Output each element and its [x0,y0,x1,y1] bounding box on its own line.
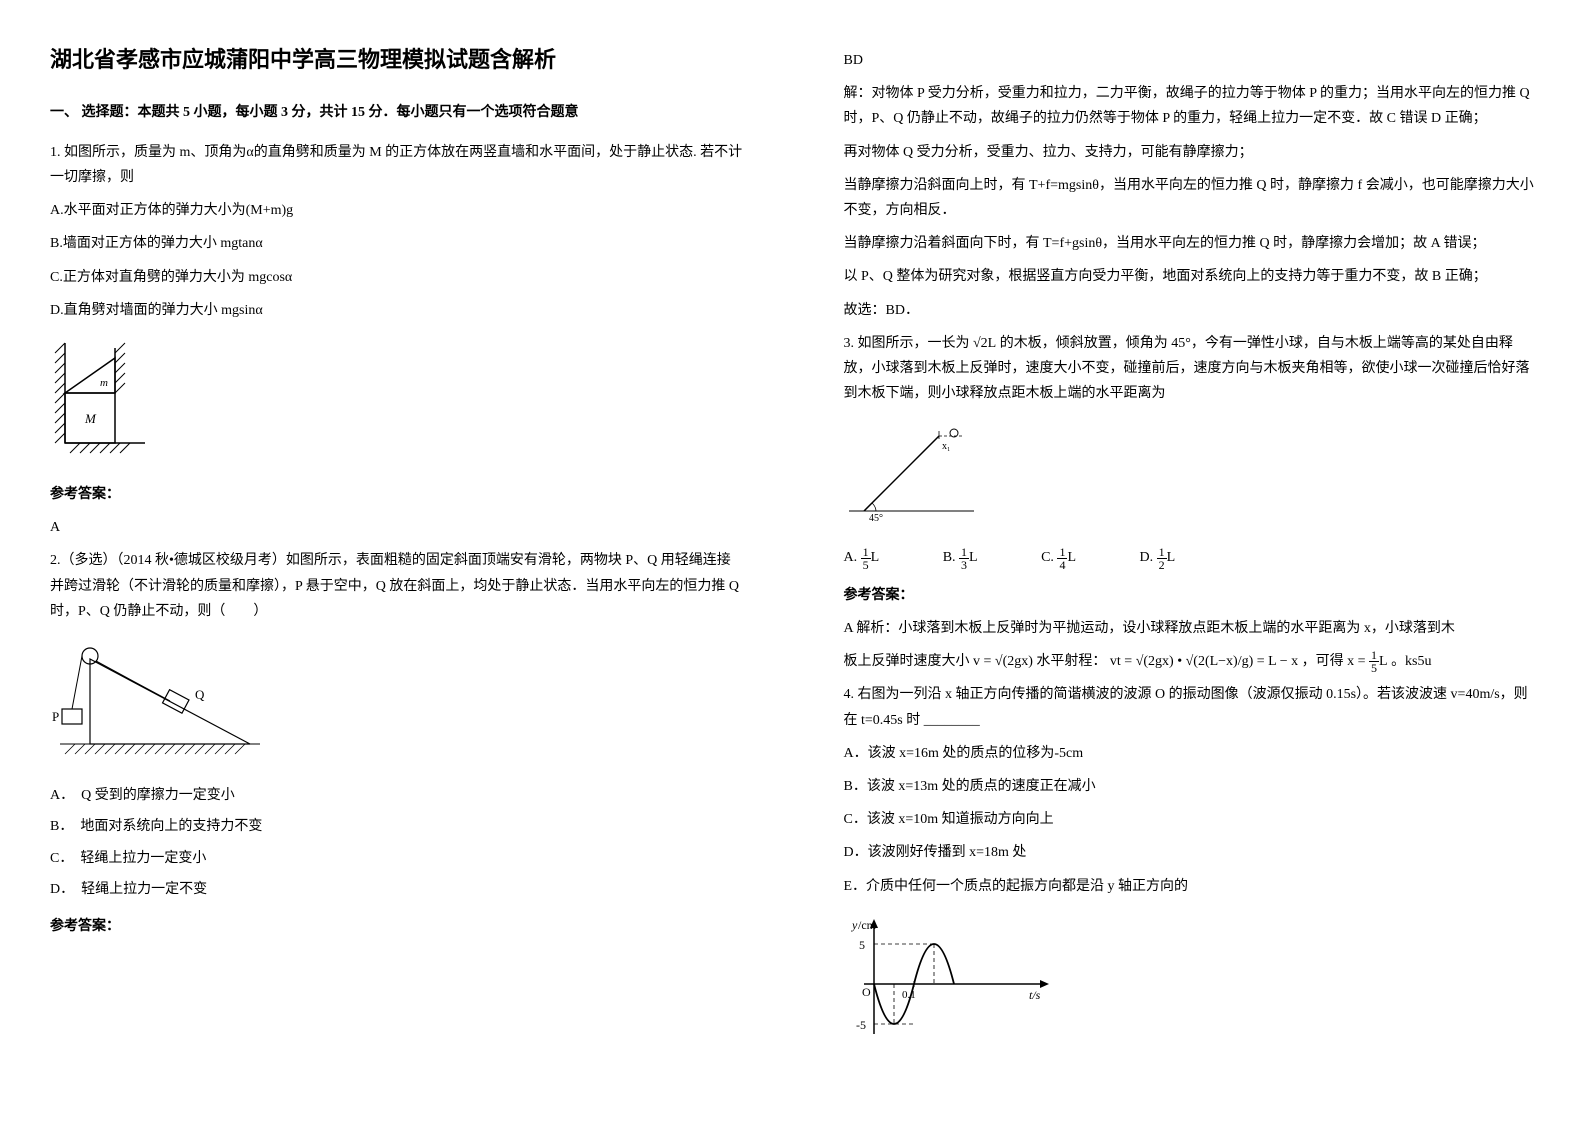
q3-option-b: B. 13L [943,545,978,570]
origin: O [862,985,871,999]
formula-v: v = √(2gx) [973,654,1033,669]
frac-a: 15 [861,546,871,571]
section-heading: 一、 选择题：本题共 5 小题，每小题 3 分，共计 15 分．每小题只有一个选… [50,100,744,125]
svg-text:P: P [52,709,59,724]
q2-exp4: 当静摩擦力沿着斜面向下时，有 T=f+gsinθ，当用水平向左的恒力推 Q 时，… [844,231,1538,256]
q2-exp2: 再对物体 Q 受力分析，受重力、拉力、支持力，可能有静摩擦力； [844,140,1538,165]
q2-stem: 2.（多选）（2014 秋•德城区校级月考）如图所示，表面粗糙的固定斜面顶端安有… [50,548,744,624]
svg-text:Q: Q [195,687,205,702]
right-column: BD 解：对物体 P 受力分析，受重力和拉力，二力平衡，故绳子的拉力等于物体 P… [794,0,1587,1122]
q2-exp1: 解：对物体 P 受力分析，受重力和拉力，二力平衡，故绳子的拉力等于物体 P 的重… [844,81,1538,131]
formula-x: x = [1347,654,1369,669]
svg-text:M: M [84,411,97,426]
q3-option-d: D. 12L [1140,545,1176,570]
q4-stem: 4. 右图为一列沿 x 轴正方向传播的简谐横波的波源 O 的振动图像（波源仅振动… [844,682,1538,732]
q4-option-a: A．该波 x=16m 处的质点的位移为-5cm [844,741,1538,766]
svg-text:x₁: x₁ [942,441,951,452]
q2-exp5: 以 P、Q 整体为研究对象，根据竖直方向受力平衡，地面对系统向上的支持力等于重力… [844,264,1538,289]
q3-diagram: x₁ 45° [844,421,1538,530]
q3-option-a: A. 15L [844,545,880,570]
q1-option-c: C.正方体对直角劈的弹力大小为 mgcosα [50,265,744,290]
page-title: 湖北省孝感市应城蒲阳中学高三物理模拟试题含解析 [50,40,744,80]
q3-option-c: C. 14L [1041,545,1076,570]
ymax: 5 [859,938,865,952]
svg-text:m: m [100,377,108,389]
q2-answer-label: 参考答案： [50,914,744,939]
ylabel: y [851,918,858,932]
q4-option-c: C．该波 x=10m 知道振动方向向上 [844,807,1538,832]
q1-stem: 1. 如图所示，质量为 m、顶角为α的直角劈和质量为 M 的正方体放在两竖直墙和… [50,140,744,190]
q2-exp3: 当静摩擦力沿斜面向上时，有 T+f=mgsinθ，当用水平向左的恒力推 Q 时，… [844,173,1538,223]
q1-option-a: A.水平面对正方体的弹力大小为(M+m)g [50,198,744,223]
q2-diagram: P Q [50,639,744,768]
q1-option-b: B.墙面对正方体的弹力大小 mgtanα [50,231,744,256]
q3-stem-pre: 3. 如图所示，一长为 [844,336,970,351]
q3-stem: 3. 如图所示，一长为 √2L 的木板，倾斜放置，倾角为 45°，今有一弹性小球… [844,331,1538,407]
q2-option-c: C． 轻绳上拉力一定变小 [50,846,744,871]
q1-diagram: M m [50,338,744,467]
q4-option-e: E．介质中任何一个质点的起振方向都是沿 y 轴正方向的 [844,874,1538,899]
xlabel: t/s [1029,988,1041,1002]
frac-b: 13 [959,546,969,571]
q1-option-d: D.直角劈对墙面的弹力大小 mgsinα [50,298,744,323]
frac-c: 14 [1057,546,1067,571]
q3-exp-line1: A 解析：小球落到木板上反弹时为平抛运动，设小球释放点距木板上端的水平距离为 x… [844,616,1538,641]
q4-option-b: B．该波 x=13m 处的质点的速度正在减小 [844,774,1538,799]
q1-answer-label: 参考答案： [50,482,744,507]
q4-option-d: D．该波刚好传播到 x=18m 处 [844,840,1538,865]
ymin: -5 [856,1018,866,1032]
q1-answer: A [50,515,744,540]
q2-option-d: D． 轻绳上拉力一定不变 [50,877,744,902]
svg-text:/cm: /cm [858,918,877,932]
q2-exp6: 故选：BD． [844,298,1538,323]
q3-sqrt: √2L [973,336,996,351]
q4-chart: y/cm 5 -5 O t/s 0.1 [844,914,1538,1053]
q3-answer-label: 参考答案： [844,583,1538,608]
q2-answer: BD [844,48,1538,73]
q3-exp-line2: 板上反弹时速度大小 v = √(2gx) 水平射程： vt = √(2gx) •… [844,649,1538,674]
frac-d: 12 [1157,546,1167,571]
q2-option-b: B． 地面对系统向上的支持力不变 [50,814,744,839]
svg-text:45°: 45° [869,513,883,521]
q3-options: A. 15L B. 13L C. 14L D. 12L [844,545,1538,570]
q2-option-a: A． Q 受到的摩擦力一定变小 [50,783,744,808]
formula-vt: vt = √(2gx) • √(2(L−x)/g) = L − x [1110,654,1298,669]
left-column: 湖北省孝感市应城蒲阳中学高三物理模拟试题含解析 一、 选择题：本题共 5 小题，… [0,0,794,1122]
